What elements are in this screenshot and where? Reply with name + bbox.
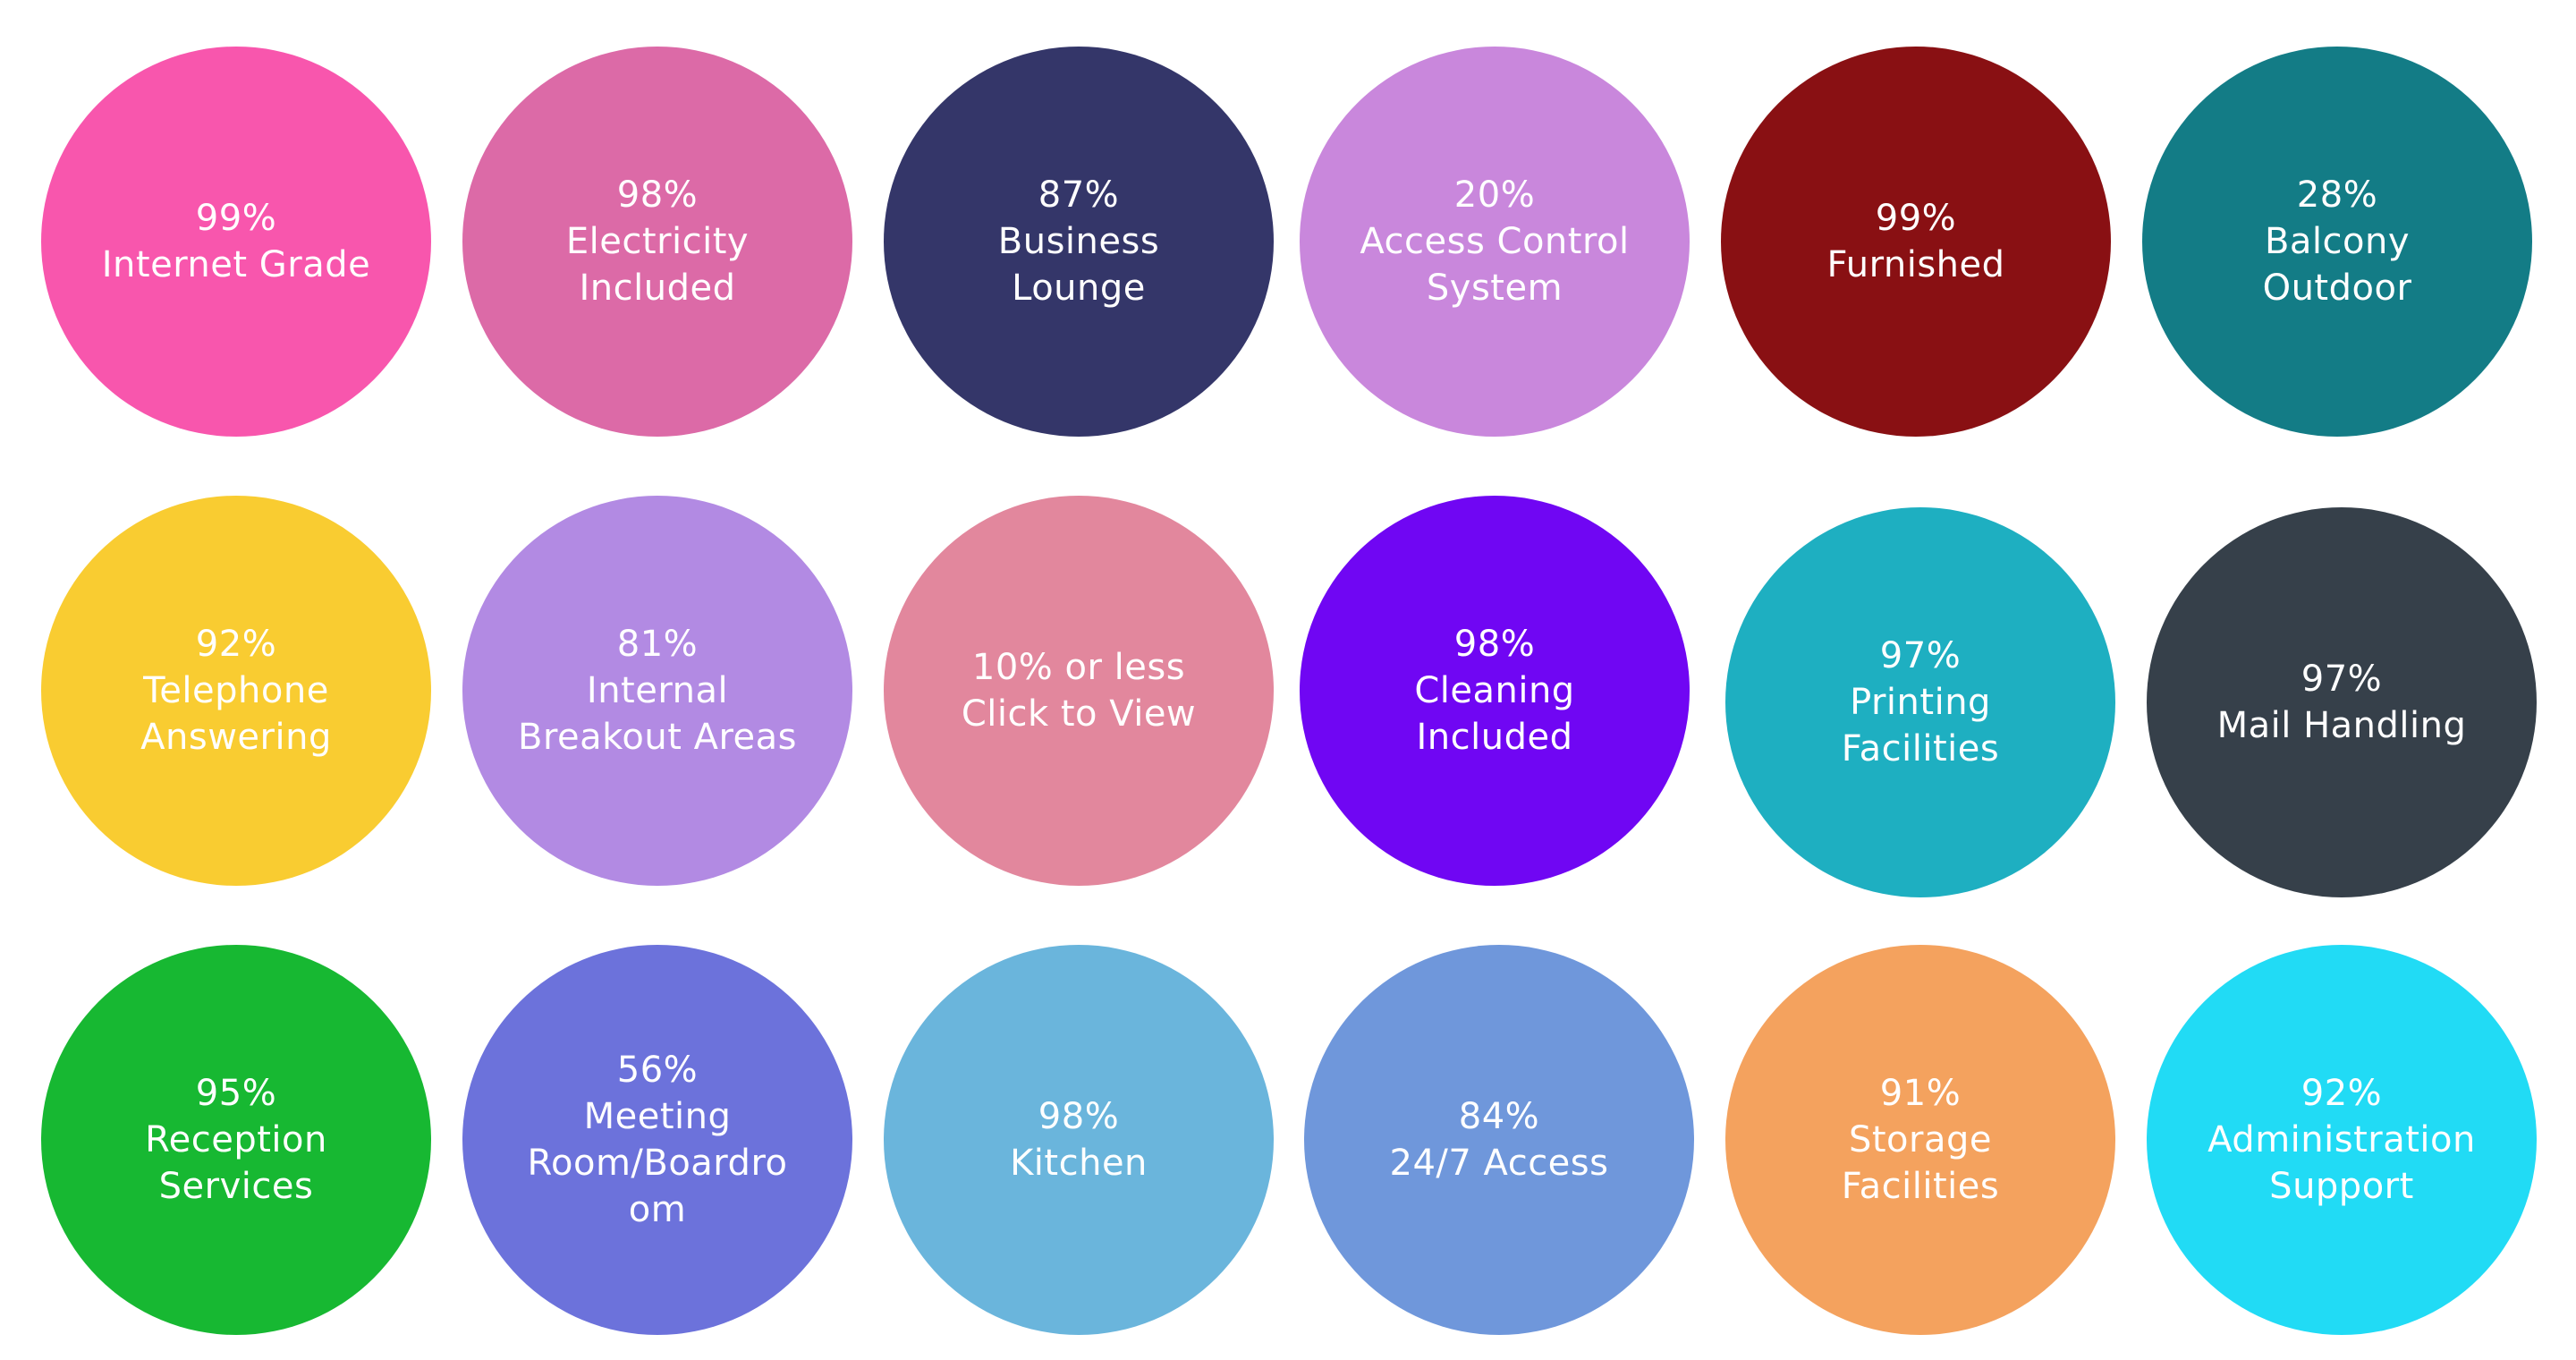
amenity-label: 56% Meeting Room/Boardro om bbox=[527, 1050, 788, 1230]
amenity-storage-facilities: 91% Storage Facilities bbox=[1725, 945, 2115, 1335]
amenity-label: 87% Business Lounge bbox=[997, 174, 1160, 309]
amenity-label: 98% Cleaning Included bbox=[1414, 624, 1575, 758]
amenity-furnished: 99% Furnished bbox=[1721, 47, 2111, 437]
amenity-cleaning-included: 98% Cleaning Included bbox=[1300, 496, 1690, 886]
amenity-label: 97% Mail Handling bbox=[2216, 659, 2467, 746]
amenity-internal-breakout: 81% Internal Breakout Areas bbox=[462, 496, 852, 886]
amenity-access-control-system: 20% Access Control System bbox=[1300, 47, 1690, 437]
amenity-label: 98% Electricity Included bbox=[565, 174, 750, 309]
amenity-label: 99% Furnished bbox=[1826, 198, 2005, 285]
amenity-meeting-room: 56% Meeting Room/Boardro om bbox=[462, 945, 852, 1335]
amenity-label: 92% Telephone Answering bbox=[140, 624, 332, 758]
amenity-label: 97% Printing Facilities bbox=[1841, 635, 2000, 769]
amenity-mail-handling: 97% Mail Handling bbox=[2147, 507, 2537, 897]
amenity-electricity-included: 98% Electricity Included bbox=[462, 47, 852, 437]
amenity-label: 20% Access Control System bbox=[1360, 174, 1630, 309]
amenity-label: 81% Internal Breakout Areas bbox=[518, 624, 797, 758]
amenity-label: 91% Storage Facilities bbox=[1841, 1073, 2000, 1207]
amenity-label: 84% 24/7 Access bbox=[1389, 1096, 1609, 1184]
amenity-label: 99% Internet Grade bbox=[101, 198, 371, 285]
amenity-business-lounge: 87% Business Lounge bbox=[884, 47, 1274, 437]
amenity-click-to-view[interactable]: 10% or less Click to View bbox=[884, 496, 1274, 886]
amenity-kitchen: 98% Kitchen bbox=[884, 945, 1274, 1335]
amenity-label: 10% or less Click to View bbox=[961, 647, 1197, 735]
amenity-telephone-answering: 92% Telephone Answering bbox=[41, 496, 431, 886]
amenity-printing-facilities: 97% Printing Facilities bbox=[1725, 507, 2115, 897]
amenity-reception-services: 95% Reception Services bbox=[41, 945, 431, 1335]
amenity-label: 92% Administration Support bbox=[2207, 1073, 2476, 1207]
amenity-label: 95% Reception Services bbox=[145, 1073, 327, 1207]
amenity-label: 98% Kitchen bbox=[1010, 1096, 1148, 1184]
amenity-24-7-access: 84% 24/7 Access bbox=[1304, 945, 1694, 1335]
amenity-label: 28% Balcony Outdoor bbox=[2262, 174, 2412, 309]
amenity-administration-support: 92% Administration Support bbox=[2147, 945, 2537, 1335]
amenity-internet-grade: 99% Internet Grade bbox=[41, 47, 431, 437]
amenity-balcony-outdoor: 28% Balcony Outdoor bbox=[2142, 47, 2532, 437]
